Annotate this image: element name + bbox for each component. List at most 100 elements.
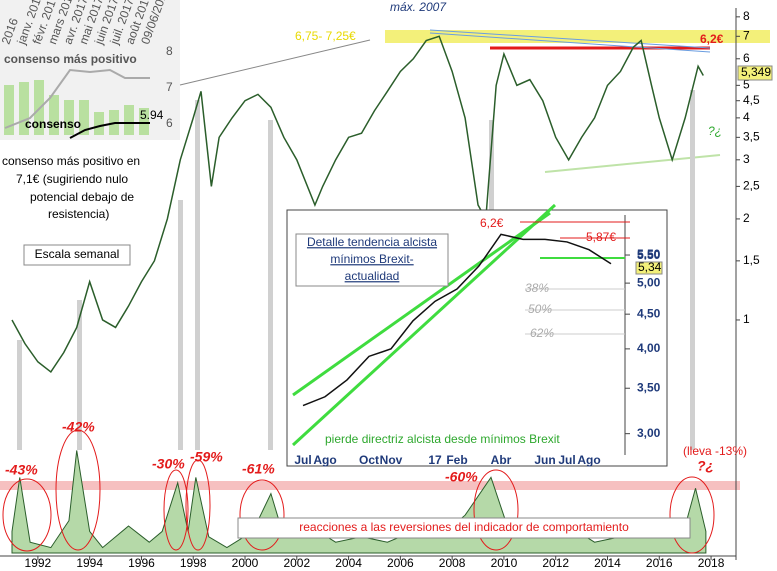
trend-line bbox=[429, 32, 711, 53]
annotation: 7,1€ (sugiriendo nulo bbox=[16, 172, 128, 186]
x-tick-label: 2012 bbox=[542, 556, 569, 570]
bar bbox=[4, 85, 14, 135]
bar bbox=[139, 108, 149, 135]
x-tick-label: 2008 bbox=[439, 556, 466, 570]
annotation: 6,2€ bbox=[700, 32, 724, 46]
x-tick-label: 2004 bbox=[335, 556, 362, 570]
inset-last-box bbox=[635, 261, 663, 275]
last-price-box bbox=[737, 65, 773, 81]
inset-x-tick-label: Jul bbox=[294, 453, 311, 467]
x-tick-label: 2014 bbox=[594, 556, 621, 570]
annotation: resistencia) bbox=[48, 207, 109, 221]
bar bbox=[94, 112, 104, 135]
x-tick-label: 1992 bbox=[25, 556, 52, 570]
x-tick-label: 1998 bbox=[180, 556, 207, 570]
annotation: consenso más positivo bbox=[4, 52, 137, 66]
x-tick-label: 2000 bbox=[232, 556, 259, 570]
annotation: -43% bbox=[5, 462, 38, 478]
x-tick-label: 1994 bbox=[76, 556, 103, 570]
annotation: 5,87€ bbox=[586, 230, 616, 244]
inset-y-tick-label: 4,50 bbox=[637, 306, 661, 320]
annotation: consenso más positivo en bbox=[2, 154, 140, 168]
inset-y-tick-label: 3,00 bbox=[637, 426, 661, 440]
annotation: Escala semanal bbox=[35, 247, 120, 261]
bar bbox=[34, 80, 44, 135]
inset-x-tick-label: Nov bbox=[380, 453, 403, 467]
inset-y-tick-label: 3,50 bbox=[637, 380, 661, 394]
bar bbox=[19, 82, 29, 135]
bar bbox=[79, 100, 89, 135]
drop-bar bbox=[178, 200, 183, 450]
highlight bbox=[163, 469, 189, 551]
annotation: 5,34 bbox=[638, 260, 662, 274]
pointer-arrow bbox=[179, 39, 371, 86]
y-tick-label: 6 bbox=[743, 51, 750, 65]
channel-line bbox=[291, 203, 557, 447]
highlight bbox=[473, 469, 519, 551]
annotation: reacciones a las reversiones del indicad… bbox=[299, 520, 629, 534]
inset-y-tick-label: 5,00 bbox=[637, 275, 661, 289]
annotation: -42% bbox=[62, 419, 95, 435]
price-line bbox=[11, 35, 704, 374]
inset-x-tick-label: Abr bbox=[491, 453, 512, 467]
annotation: -61% bbox=[242, 461, 275, 477]
inset-x-tick-label: Jun bbox=[534, 453, 555, 467]
mini-tick-label: 8 bbox=[166, 44, 173, 58]
x-tick-label: 2010 bbox=[491, 556, 518, 570]
y-tick-label: 4,5 bbox=[743, 93, 760, 107]
annotation: actualidad bbox=[345, 269, 400, 283]
annotation: 38% bbox=[525, 281, 549, 295]
y-tick-label: 4 bbox=[743, 110, 750, 124]
inset-x-tick-label: Jul bbox=[558, 453, 575, 467]
highlight bbox=[55, 429, 101, 551]
x-tick-label: 2002 bbox=[283, 556, 310, 570]
annotation: 6,2€ bbox=[480, 216, 504, 230]
annotation: 5.50 bbox=[637, 248, 661, 262]
price-line bbox=[302, 233, 612, 407]
mini-tick-label: 7 bbox=[166, 80, 173, 94]
y-tick-label: 3,5 bbox=[743, 130, 760, 144]
annotation: -60% bbox=[445, 469, 478, 485]
drop-bar bbox=[195, 100, 200, 450]
y-tick-label: 5 bbox=[743, 78, 750, 92]
inset-title-box bbox=[295, 233, 449, 287]
reactions-box bbox=[237, 517, 691, 539]
inset-y-tick-label: 5,50 bbox=[637, 247, 661, 261]
y-tick-label: 2,5 bbox=[743, 179, 760, 193]
y-tick-label: 1 bbox=[743, 312, 750, 326]
highlight bbox=[669, 476, 715, 554]
annotation: potencial debajo de bbox=[30, 190, 134, 204]
annotation: ?¿ bbox=[697, 458, 714, 474]
y-tick-label: 2 bbox=[743, 211, 750, 225]
main-plot: 8 7 6 54,5 4 3,5 3 2,5 2 1,5 1 1992 1994 1996 1998 2000… bbox=[0, 8, 760, 570]
annotation: 50% bbox=[528, 302, 552, 316]
annotation: mínimos Brexit- bbox=[330, 252, 413, 266]
drop-bar bbox=[17, 340, 22, 450]
inset-x-tick-label: 17 bbox=[428, 453, 442, 467]
threshold-band bbox=[0, 481, 740, 490]
y-tick-label: 8 bbox=[743, 9, 750, 23]
x-tick-label: 2006 bbox=[387, 556, 414, 570]
bar bbox=[64, 100, 74, 135]
annotation: 62% bbox=[530, 326, 554, 340]
annotation: consenso bbox=[25, 117, 81, 131]
drop-bar bbox=[690, 90, 695, 450]
annotation: ?¿ bbox=[708, 124, 722, 138]
drop-bar bbox=[268, 120, 273, 450]
highlight bbox=[239, 479, 285, 551]
annotation: (lleva -13%) bbox=[683, 444, 747, 458]
x-tick-label: 2016 bbox=[646, 556, 673, 570]
bar bbox=[49, 95, 59, 135]
highlight bbox=[2, 478, 52, 552]
inset-x-tick-label: Ago bbox=[577, 453, 600, 467]
annotation: -30% bbox=[152, 456, 185, 472]
trend-line bbox=[429, 29, 711, 49]
annotation: Detalle tendencia alcista bbox=[307, 235, 437, 249]
inset-x-tick-label: Feb bbox=[446, 453, 467, 467]
annotation: 5.94 bbox=[140, 108, 164, 122]
y-tick-label: 7 bbox=[743, 28, 750, 42]
annotation: 6,75- 7,25€ bbox=[295, 29, 356, 43]
annotation: 5,349 bbox=[741, 65, 771, 79]
y-tick-label: 1,5 bbox=[743, 253, 760, 267]
